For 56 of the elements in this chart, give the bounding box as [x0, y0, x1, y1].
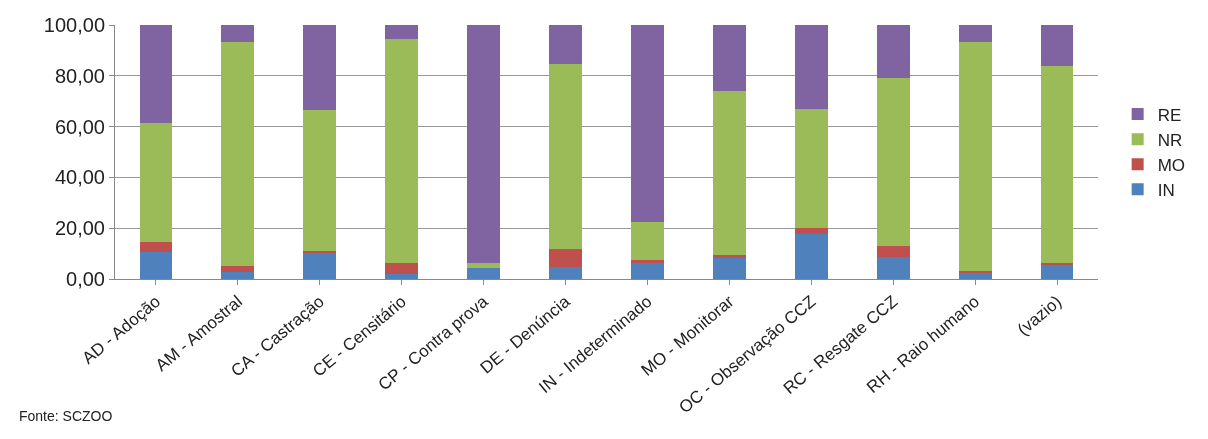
bar: [631, 263, 664, 279]
bar: [876, 245, 910, 257]
legend-label: MO: [1157, 155, 1186, 175]
bar: [876, 78, 910, 246]
bar: [385, 263, 419, 275]
bar: [876, 25, 910, 79]
bar: [1040, 25, 1074, 66]
y-tick-label: 0,00: [66, 268, 105, 290]
bar: [549, 25, 582, 65]
y-tick-label: 80,00: [54, 64, 105, 87]
bar: [385, 274, 419, 279]
bar: [221, 41, 255, 267]
bar: [1040, 65, 1074, 263]
bar: [631, 259, 664, 263]
bar: [139, 122, 173, 243]
bar: [958, 25, 992, 42]
bar: [467, 263, 501, 269]
bar: [958, 41, 992, 271]
bar: [467, 268, 501, 279]
bar: [139, 25, 173, 123]
y-tick-label: 20,00: [54, 217, 105, 240]
bar: [303, 252, 337, 279]
bar: [876, 256, 910, 279]
bar: [549, 248, 582, 267]
bar: [794, 25, 828, 109]
bar: [712, 258, 746, 279]
bar: [712, 255, 746, 259]
bar: [467, 25, 501, 263]
bar: [549, 266, 582, 279]
bar: [631, 25, 664, 222]
legend-label: RE: [1157, 105, 1182, 125]
bar: [221, 266, 255, 273]
bar: [1040, 263, 1074, 266]
bar: [139, 252, 173, 279]
bar: [712, 90, 746, 256]
bar: [303, 25, 337, 110]
bar: [794, 234, 828, 279]
bar: [221, 25, 255, 42]
bar: [303, 109, 337, 252]
bar: [631, 221, 664, 260]
bar: [1040, 265, 1074, 279]
bar: [221, 272, 255, 279]
bar: [385, 25, 419, 39]
y-tick-label: 100,00: [43, 14, 105, 36]
bar: [712, 25, 746, 91]
bar: [958, 270, 992, 273]
legend-label: NR: [1157, 130, 1183, 150]
bar: [385, 38, 419, 263]
legend-label: IN: [1157, 180, 1175, 200]
bar: [549, 64, 582, 249]
bar: [794, 228, 828, 235]
bar: [794, 108, 828, 229]
y-tick-label: 60,00: [54, 115, 105, 138]
source-note: Fonte: SCZOO: [19, 408, 113, 424]
y-tick-label: 40,00: [54, 166, 105, 189]
bar: [139, 242, 173, 253]
